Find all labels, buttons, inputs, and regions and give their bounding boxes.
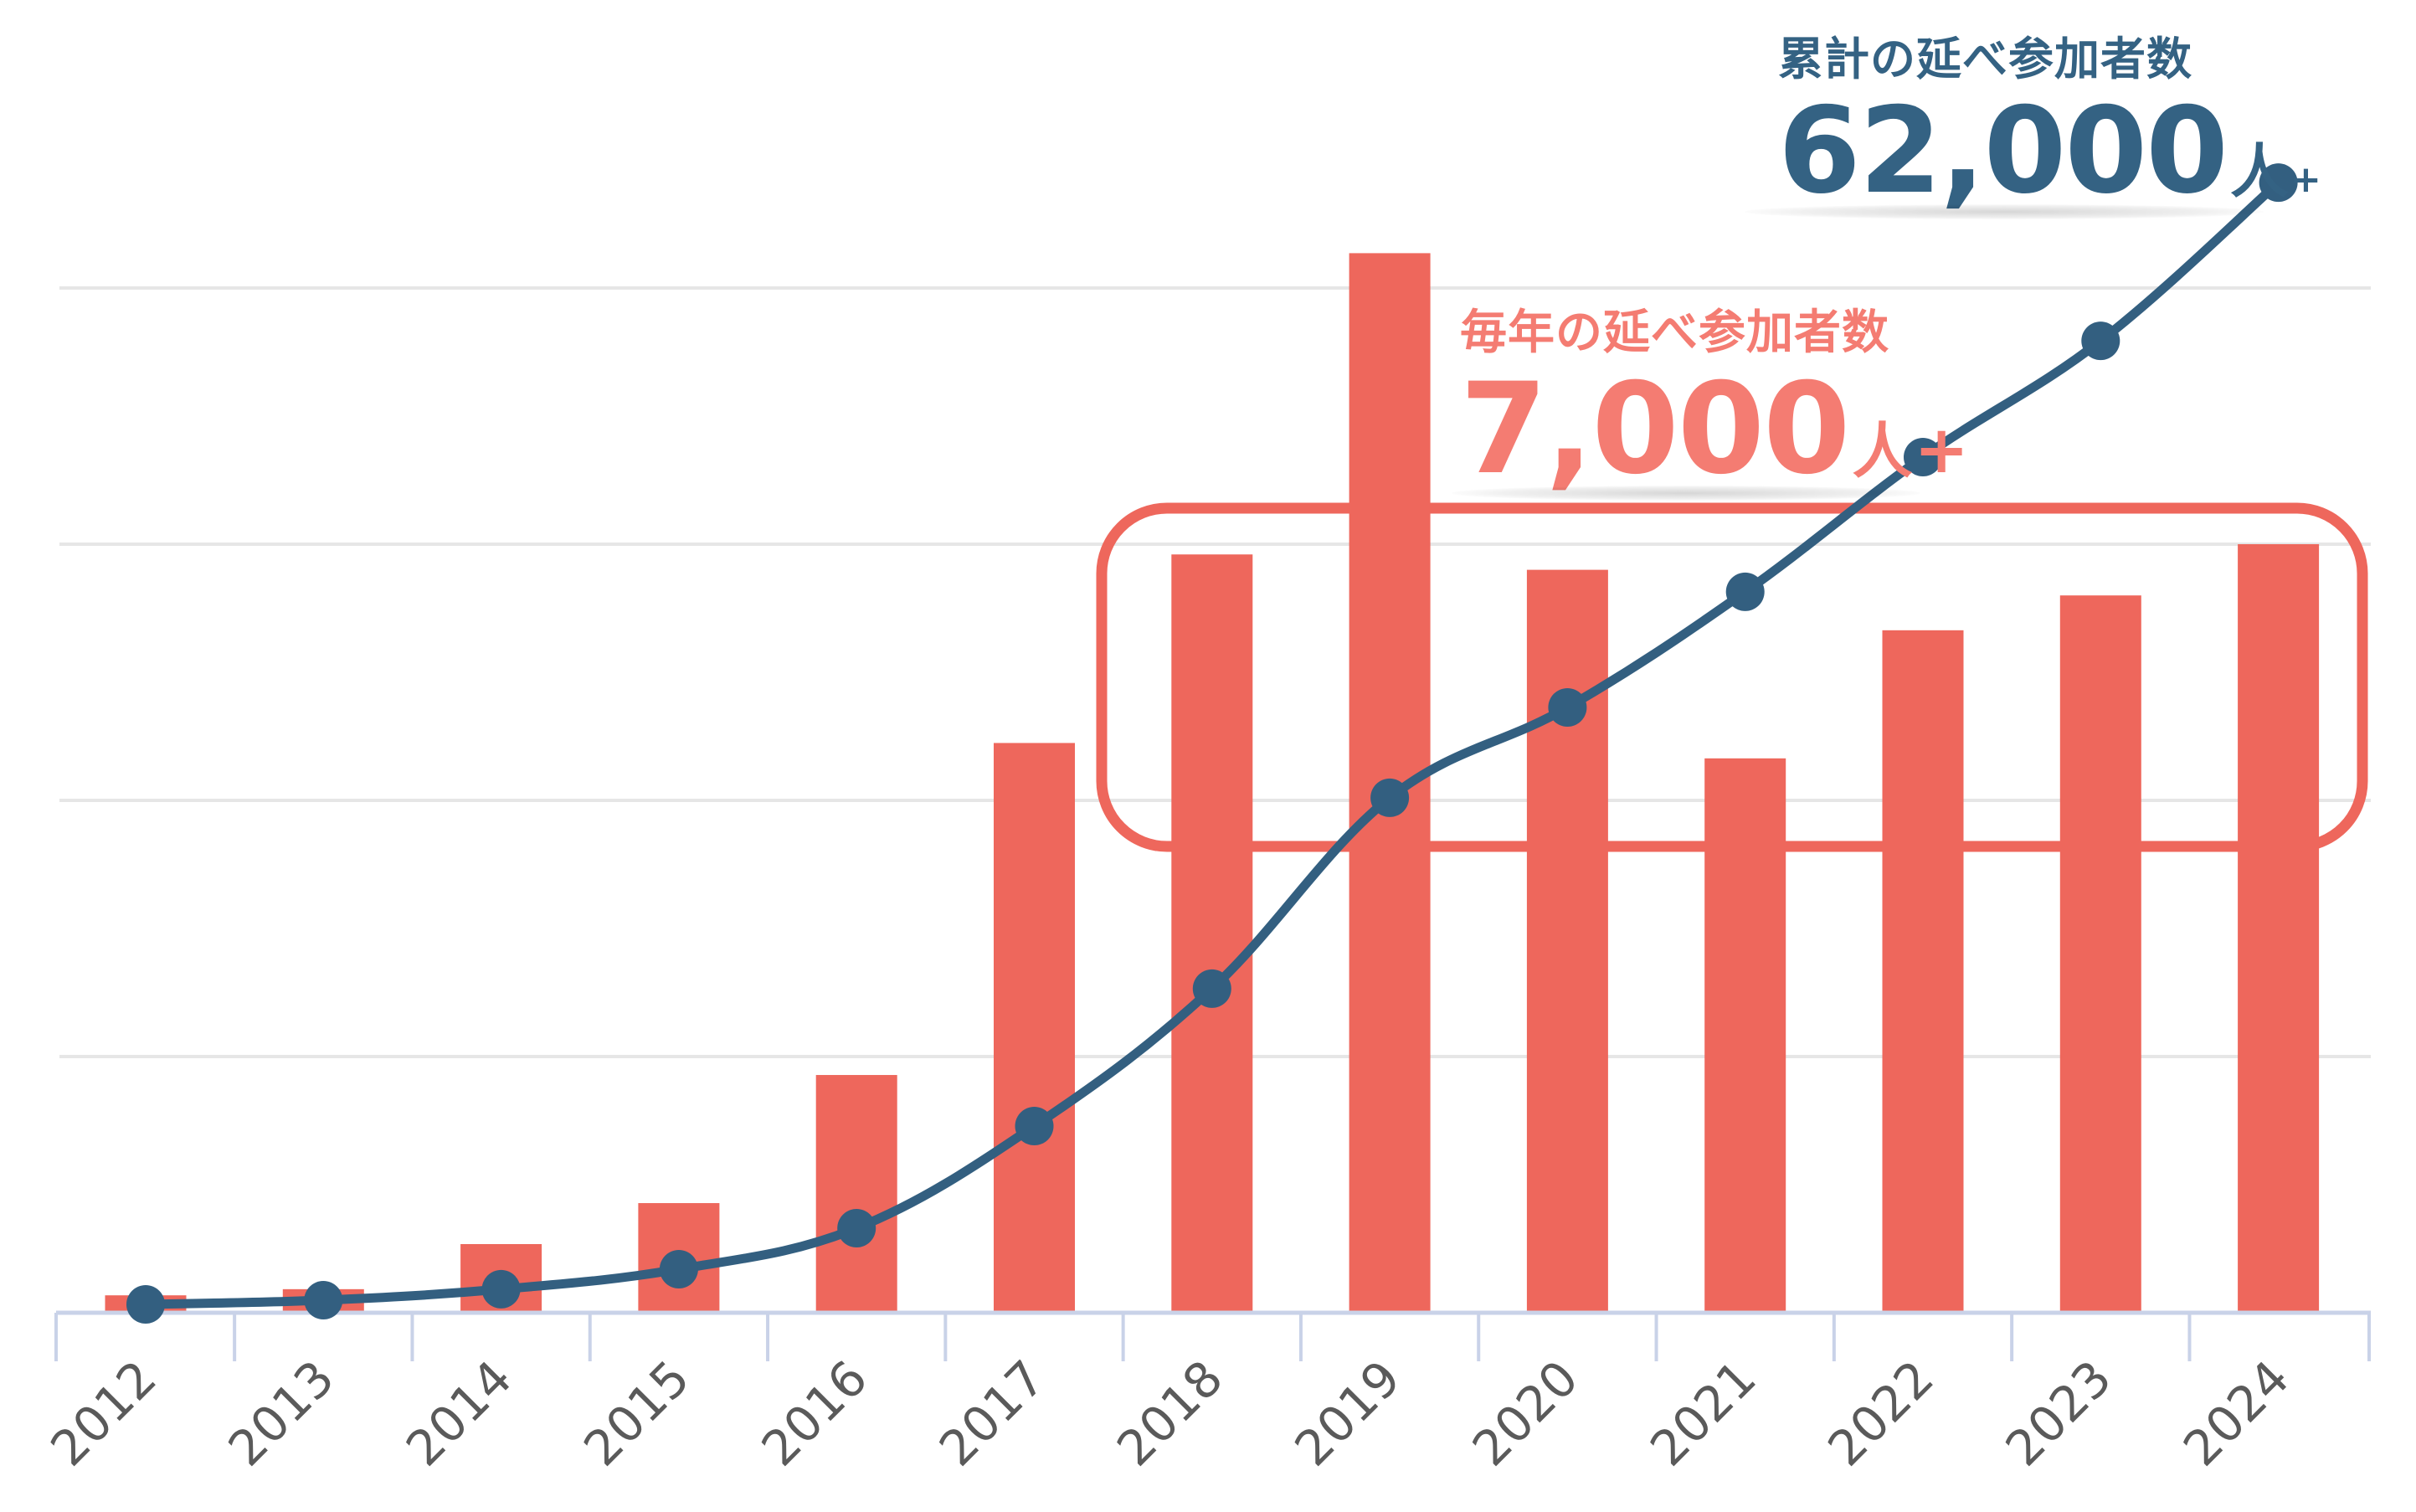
callout-plus: + [1914, 413, 1969, 488]
bar-2018 [1171, 554, 1253, 1313]
callout-title: 毎年の延べ参加者数 [1460, 306, 1889, 360]
x-tick-label: 2012 [39, 1350, 167, 1477]
bar-2016 [815, 1075, 897, 1313]
line-series-cumulative [126, 163, 2298, 1324]
line-point-2018 [1192, 969, 1231, 1008]
x-tick-label: 2024 [2172, 1350, 2300, 1477]
line-point-2016 [837, 1208, 876, 1247]
x-axis-labels: 2012 2013 2014 2015 2016 2017 2018 2019 2020 2021… [39, 1350, 2300, 1477]
callout-unit: 人 [1852, 416, 1913, 486]
callout-number: 62,000 [1778, 82, 2228, 220]
line-point-2024 [2259, 163, 2298, 203]
x-tick-label: 2015 [573, 1350, 700, 1477]
callout-plus: + [2290, 158, 2321, 201]
x-tick-label: 2013 [218, 1350, 345, 1477]
x-tick-label: 2014 [395, 1350, 522, 1477]
callout-shadow [1452, 486, 1920, 501]
bar-2020 [1526, 569, 1608, 1313]
callout-annual-total: 毎年の延べ参加者数 7,000人+ [1452, 300, 1969, 502]
line-point-2012 [126, 1284, 165, 1324]
x-tick-label: 2017 [928, 1350, 1056, 1477]
x-tick-label: 2016 [751, 1350, 878, 1477]
x-tick-label: 2021 [1639, 1350, 1766, 1477]
line-point-2023 [2081, 321, 2120, 361]
line-point-2021 [1725, 572, 1765, 611]
line-point-2015 [659, 1249, 698, 1288]
line-point-2020 [1548, 687, 1587, 727]
bar-2024 [2238, 544, 2320, 1313]
x-tick-label: 2022 [1817, 1350, 1944, 1477]
bar-2022 [1882, 630, 1964, 1313]
bar-2023 [2059, 595, 2141, 1313]
line-point-2013 [304, 1280, 343, 1319]
callout-unit: 人 [2229, 137, 2289, 206]
line-point-2019 [1370, 778, 1410, 817]
line-point-2022 [1904, 438, 1942, 477]
callout-cumulative-total: 累計の延べ参加者数 62,000人+ [1745, 30, 2321, 220]
x-tick-label: 2023 [1995, 1350, 2122, 1477]
x-axis [54, 1310, 2371, 1361]
highlight-box-recent-years [1096, 502, 2368, 852]
callout-title: 累計の延べ参加者数 [1778, 33, 2192, 85]
callout-number: 7,000 [1460, 357, 1850, 502]
line-point-2017 [1015, 1107, 1054, 1146]
x-tick-label: 2020 [1462, 1350, 1589, 1477]
x-tick-label: 2018 [1106, 1350, 1233, 1477]
callout-shadow [1745, 204, 2264, 219]
bar-2017 [994, 743, 1075, 1313]
x-tick-label: 2019 [1284, 1350, 1411, 1477]
line-point-2014 [481, 1269, 521, 1309]
